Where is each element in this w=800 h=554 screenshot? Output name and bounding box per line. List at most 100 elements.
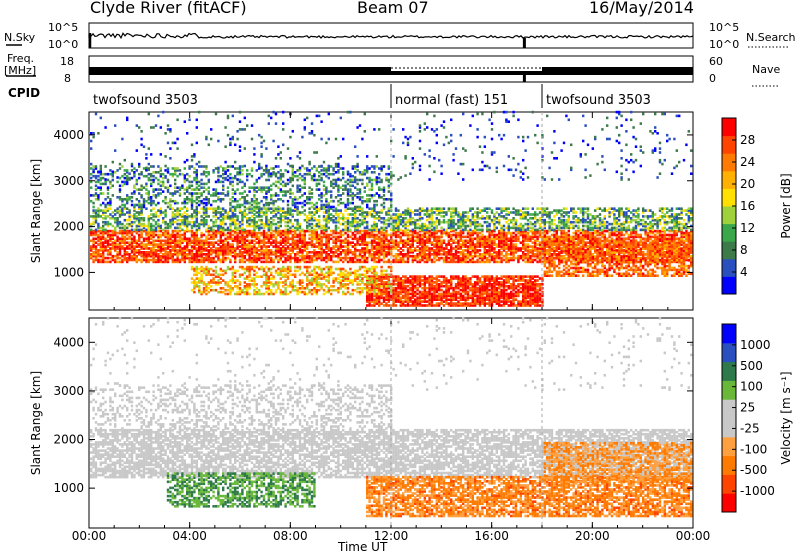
echo-cell bbox=[164, 209, 166, 212]
echo-cell bbox=[131, 238, 133, 241]
echo-cell bbox=[416, 261, 418, 264]
echo-cell bbox=[330, 213, 332, 216]
echo-cell bbox=[392, 255, 394, 258]
echo-cell bbox=[304, 192, 306, 195]
echo-cell bbox=[220, 207, 222, 210]
echo-cell bbox=[361, 247, 363, 250]
echo-cell bbox=[402, 142, 404, 145]
echo-cell bbox=[90, 229, 92, 232]
echo-cell bbox=[344, 221, 346, 224]
echo-cell bbox=[275, 227, 277, 230]
echo-cell bbox=[402, 295, 404, 298]
echo-cell bbox=[131, 200, 133, 203]
echo-cell bbox=[272, 207, 274, 210]
echo-cell bbox=[258, 225, 260, 228]
echo-cell bbox=[160, 255, 162, 258]
echo-cell bbox=[138, 211, 140, 214]
echo-cell bbox=[347, 227, 349, 230]
echo-cell bbox=[277, 245, 279, 248]
echo-cell bbox=[308, 279, 310, 282]
echo-cell bbox=[222, 227, 224, 230]
echo-cell bbox=[172, 240, 174, 243]
echo-cell bbox=[268, 293, 270, 296]
echo-cell bbox=[342, 229, 344, 232]
echo-cell bbox=[196, 192, 198, 195]
echo-cell bbox=[299, 223, 301, 226]
echo-cell bbox=[385, 173, 387, 176]
echo-cell bbox=[174, 200, 176, 203]
echo-cell bbox=[260, 153, 262, 156]
echo-cell bbox=[364, 270, 366, 273]
echo-cell bbox=[359, 279, 361, 282]
echo-cell bbox=[385, 198, 387, 201]
echo-cell bbox=[126, 230, 128, 233]
echo-cell bbox=[308, 196, 310, 199]
echo-cell bbox=[282, 261, 284, 264]
echo-cell bbox=[318, 207, 320, 210]
echo-cell bbox=[200, 291, 202, 294]
echo-cell bbox=[172, 207, 174, 210]
echo-cell bbox=[275, 122, 277, 125]
echo-cell bbox=[200, 266, 202, 269]
echo-cell bbox=[402, 217, 404, 220]
echo-cell bbox=[316, 229, 318, 232]
echo-cell bbox=[253, 240, 255, 243]
echo-cell bbox=[275, 281, 277, 284]
echo-cell bbox=[268, 122, 270, 125]
echo-cell bbox=[90, 223, 92, 226]
echo-cell bbox=[145, 238, 147, 241]
echo-cell bbox=[234, 279, 236, 282]
echo-cell bbox=[200, 173, 202, 176]
echo-cell bbox=[246, 275, 248, 278]
echo-cell bbox=[301, 206, 303, 209]
echo-cell bbox=[198, 238, 200, 241]
echo-cell bbox=[294, 171, 296, 174]
echo-cell bbox=[160, 192, 162, 195]
echo-cell bbox=[347, 291, 349, 294]
echo-cell bbox=[155, 249, 157, 252]
echo-cell bbox=[191, 240, 193, 243]
echo-cell bbox=[342, 213, 344, 216]
echo-cell bbox=[356, 126, 358, 129]
echo-cell bbox=[268, 173, 270, 176]
echo-cell bbox=[92, 238, 94, 241]
echo-cell bbox=[200, 215, 202, 218]
echo-cell bbox=[323, 257, 325, 260]
echo-cell bbox=[354, 171, 356, 174]
echo-cell bbox=[306, 275, 308, 278]
echo-cell bbox=[253, 186, 255, 189]
echo-cell bbox=[416, 297, 418, 300]
echo-cell bbox=[208, 281, 210, 284]
echo-cell bbox=[282, 274, 284, 277]
echo-cell bbox=[236, 188, 238, 191]
echo-cell bbox=[157, 253, 159, 256]
echo-cell bbox=[301, 202, 303, 205]
echo-cell bbox=[335, 196, 337, 199]
echo-cell bbox=[121, 175, 123, 178]
echo-cell bbox=[256, 291, 258, 294]
echo-cell bbox=[277, 194, 279, 197]
echo-cell bbox=[104, 257, 106, 260]
echo-cell bbox=[414, 255, 416, 258]
echo-cell bbox=[150, 196, 152, 199]
echo-cell bbox=[268, 268, 270, 271]
echo-cell bbox=[109, 207, 111, 210]
echo-cell bbox=[232, 181, 234, 184]
echo-cell bbox=[100, 171, 102, 174]
echo-cell bbox=[272, 183, 274, 186]
echo-cell bbox=[318, 234, 320, 237]
echo-cell bbox=[208, 144, 210, 147]
echo-cell bbox=[416, 223, 418, 226]
echo-cell bbox=[368, 277, 370, 280]
echo-cell bbox=[376, 272, 378, 275]
echo-cell bbox=[311, 274, 313, 277]
echo-cell bbox=[352, 238, 354, 241]
echo-cell bbox=[352, 185, 354, 188]
echo-cell bbox=[313, 275, 315, 278]
echo-cell bbox=[404, 285, 406, 288]
echo-cell bbox=[119, 167, 121, 170]
echo-cell bbox=[169, 147, 171, 150]
echo-cell bbox=[236, 167, 238, 170]
echo-cell bbox=[416, 219, 418, 222]
echo-cell bbox=[126, 227, 128, 230]
